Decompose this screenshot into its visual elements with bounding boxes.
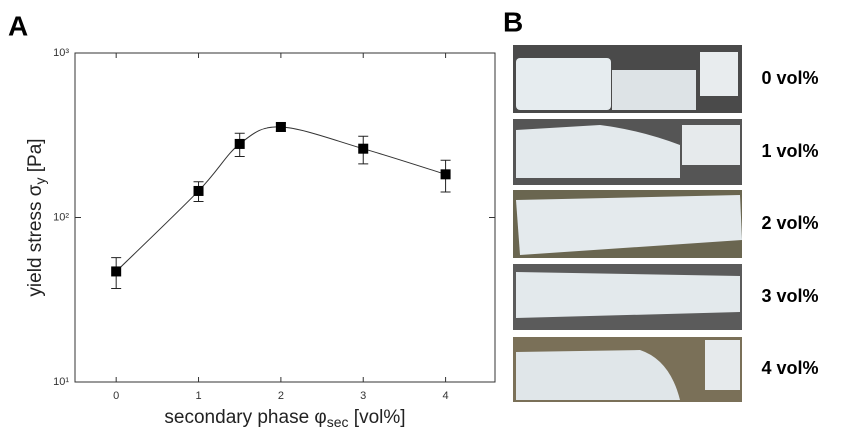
panel-label: B — [503, 6, 523, 37]
label-sub: sec — [327, 414, 349, 430]
y-tick-label: 10³ — [53, 47, 69, 59]
plot-frame — [74, 52, 496, 383]
sample — [705, 340, 740, 390]
y-tick-label: 10¹ — [53, 376, 69, 388]
x-tick-label: 1 — [195, 390, 201, 402]
x-tick-label: 2 — [278, 390, 284, 402]
label-part: yield stress σ — [25, 184, 46, 296]
y-axis-label: yield stress σy [Pa] — [25, 138, 48, 296]
label-part: [vol%] — [349, 407, 406, 428]
sample — [516, 272, 740, 318]
photo-label: 2 vol% — [761, 213, 818, 233]
data-point — [275, 121, 286, 132]
photos — [513, 45, 742, 402]
sample — [612, 70, 696, 110]
x-tick-label: 0 — [113, 390, 119, 402]
x-axis-label: secondary phase φsec [vol%] — [164, 407, 405, 430]
photo-label: 4 vol% — [761, 358, 818, 378]
x-tick-label: 3 — [360, 390, 366, 402]
sample — [516, 125, 680, 178]
photo-label: 0 vol% — [761, 68, 818, 88]
data-point — [193, 185, 204, 196]
y-tick-label: 10² — [53, 211, 69, 223]
label-sub: y — [32, 178, 48, 185]
sample — [516, 350, 680, 400]
photo-label: 1 vol% — [761, 141, 818, 161]
sample — [700, 52, 738, 96]
panel-label: A — [8, 10, 28, 41]
sample — [516, 195, 742, 255]
sample — [516, 58, 611, 110]
data-point — [111, 266, 122, 277]
data-point — [234, 138, 245, 149]
x-tick-label: 4 — [443, 390, 449, 402]
data-point — [358, 143, 369, 154]
fit-line — [115, 126, 446, 272]
sample — [682, 125, 740, 165]
data-point — [440, 169, 451, 180]
label-part: [Pa] — [25, 138, 46, 177]
label-part: secondary phase φ — [164, 407, 326, 428]
photo-label: 3 vol% — [761, 286, 818, 306]
